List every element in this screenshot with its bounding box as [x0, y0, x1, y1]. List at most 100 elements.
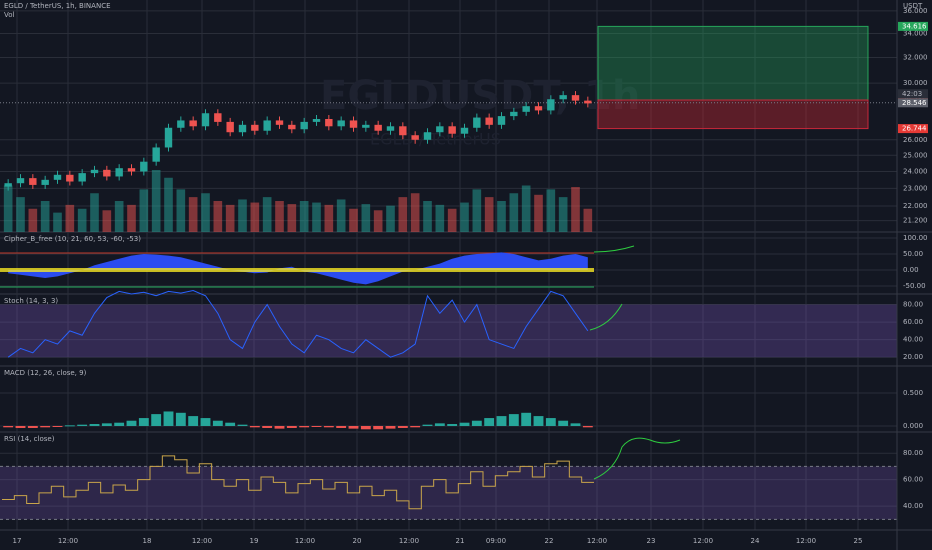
y-tick-label: 100.00	[903, 234, 928, 242]
candle-body	[29, 178, 37, 185]
candle-body	[399, 126, 407, 136]
candle-body	[497, 116, 506, 125]
macd-hist	[101, 423, 112, 426]
last-price: 28.546	[902, 99, 927, 107]
volume-bar	[398, 197, 408, 232]
macd-hist	[114, 422, 125, 426]
volume-bar	[90, 193, 99, 232]
target-price: 34.616	[902, 22, 927, 30]
volume-bar	[176, 189, 186, 232]
macd-hist	[286, 425, 297, 428]
candle-body	[152, 147, 160, 162]
grid	[0, 0, 932, 530]
candle-body	[275, 120, 284, 125]
countdown: 42:03	[902, 90, 922, 98]
macd-hist	[311, 425, 322, 427]
macd-hist	[200, 418, 211, 426]
volume-bar	[435, 204, 445, 232]
stop-zone	[597, 99, 869, 130]
candle-body	[263, 120, 271, 131]
macd-hist	[15, 425, 26, 428]
volume-bar	[225, 204, 235, 232]
candle-body	[485, 117, 493, 125]
volume-bar	[250, 202, 260, 232]
pane-title: Stoch (14, 3, 3)	[4, 297, 58, 305]
y-tick-label: 34.000	[903, 29, 928, 37]
macd-hist	[385, 425, 396, 429]
candle-body	[177, 120, 185, 128]
macd-hist	[348, 425, 359, 429]
y-tick-label: 0.00	[903, 266, 919, 274]
volume-bar	[275, 201, 284, 232]
time-label: 12:00	[58, 537, 78, 545]
y-tick-label: 20.00	[903, 353, 923, 361]
volume-bar	[213, 201, 223, 232]
cipher-zero-band	[0, 268, 594, 272]
volume-bar	[484, 197, 494, 232]
stop-price-bg	[898, 124, 928, 134]
candle-body	[510, 111, 518, 117]
macd-hist	[237, 424, 248, 426]
volume-bar	[349, 208, 358, 232]
macd-hist	[410, 425, 421, 428]
macd-hist	[508, 414, 519, 426]
time-label: 19	[250, 537, 259, 545]
volume-bar	[410, 193, 420, 232]
macd-hist	[89, 424, 100, 426]
y-tick-label: 32.000	[903, 54, 928, 62]
candle-body	[559, 95, 567, 100]
stoch-band	[0, 304, 897, 358]
candle-body	[78, 173, 86, 182]
volume-bar	[583, 208, 593, 232]
macd-hist	[77, 424, 88, 426]
macd-hist	[484, 418, 495, 426]
volume-bar	[497, 201, 506, 232]
macd-hist	[27, 425, 38, 428]
time-label: 12:00	[587, 537, 607, 545]
time-label: 24	[751, 537, 760, 545]
y-tick-label: 30.000	[903, 79, 928, 87]
candle-body	[337, 120, 345, 127]
y-tick-label: 60.00	[903, 476, 923, 484]
volume-bar	[201, 193, 210, 232]
candle-body	[547, 99, 555, 111]
countdown-bg	[898, 89, 928, 99]
y-tick-label: 50.00	[903, 250, 923, 258]
candle-body	[534, 106, 543, 111]
volume-bar	[534, 194, 543, 232]
candle-body	[16, 178, 25, 184]
macd-hist	[545, 418, 556, 426]
candle-body	[115, 168, 123, 177]
y-tick-label: 80.00	[903, 449, 923, 457]
y-tick-label: 21.200	[903, 217, 928, 225]
macd-hist	[274, 425, 285, 429]
time-label: 12:00	[399, 537, 419, 545]
stoch-k	[7, 289, 589, 358]
time-label: 20	[353, 537, 362, 545]
time-label: 25	[854, 537, 863, 545]
y-tick-label: 40.00	[903, 502, 923, 510]
y-tick-label: -50.00	[903, 282, 926, 290]
volume-bar	[188, 197, 198, 232]
volume-bar	[521, 185, 531, 232]
candle-body	[4, 183, 12, 187]
candle-body	[584, 100, 592, 104]
candle-body	[436, 126, 444, 133]
macd-hist	[471, 420, 482, 426]
candle-body	[374, 124, 382, 131]
candle-body	[473, 117, 481, 128]
time-label: 23	[647, 537, 656, 545]
time-label: 12:00	[192, 537, 212, 545]
pane-title: Cipher_B_free (10, 21, 60, 53, -60, -53)	[4, 235, 141, 243]
candle-body	[460, 127, 469, 134]
macd-hist	[249, 425, 260, 428]
macd-hist	[40, 425, 51, 428]
volume-bar	[3, 185, 13, 232]
volume-bar	[324, 204, 334, 232]
time-label: 18	[143, 537, 152, 545]
candle-body	[127, 168, 136, 172]
volume-bar	[373, 210, 383, 232]
time-label: 17	[13, 537, 22, 545]
candle-body	[164, 127, 173, 148]
